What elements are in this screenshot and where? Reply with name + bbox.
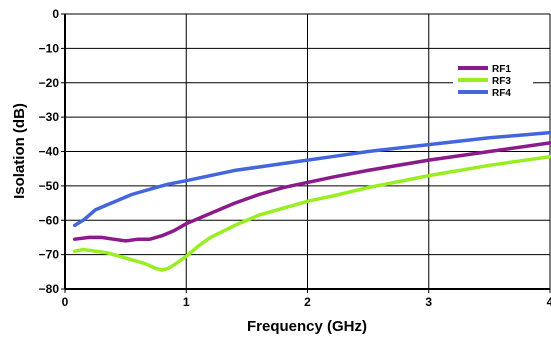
y-tick-label: −10 [39,41,60,55]
legend-label-rf1: RF1 [492,64,511,75]
x-tick-label: 0 [62,295,69,309]
y-tick-label: −50 [39,179,60,193]
legend-label-rf3: RF3 [492,76,511,87]
x-tick-label: 3 [425,295,432,309]
y-tick-label: −80 [39,282,60,296]
y-tick-label: 0 [52,7,59,21]
y-tick-label: −40 [39,145,60,159]
x-tick-label: 4 [547,295,551,309]
y-tick-label: −30 [39,110,60,124]
x-tick-label: 2 [304,295,311,309]
y-tick-label: −20 [39,76,60,90]
y-tick-label: −70 [39,248,60,262]
x-axis-title: Frequency (GHz) [247,318,367,335]
x-tick-label: 1 [183,295,190,309]
y-tick-label: −60 [39,213,60,227]
legend-label-rf4: RF4 [492,88,511,99]
y-axis-title: Isolation (dB) [11,103,28,199]
